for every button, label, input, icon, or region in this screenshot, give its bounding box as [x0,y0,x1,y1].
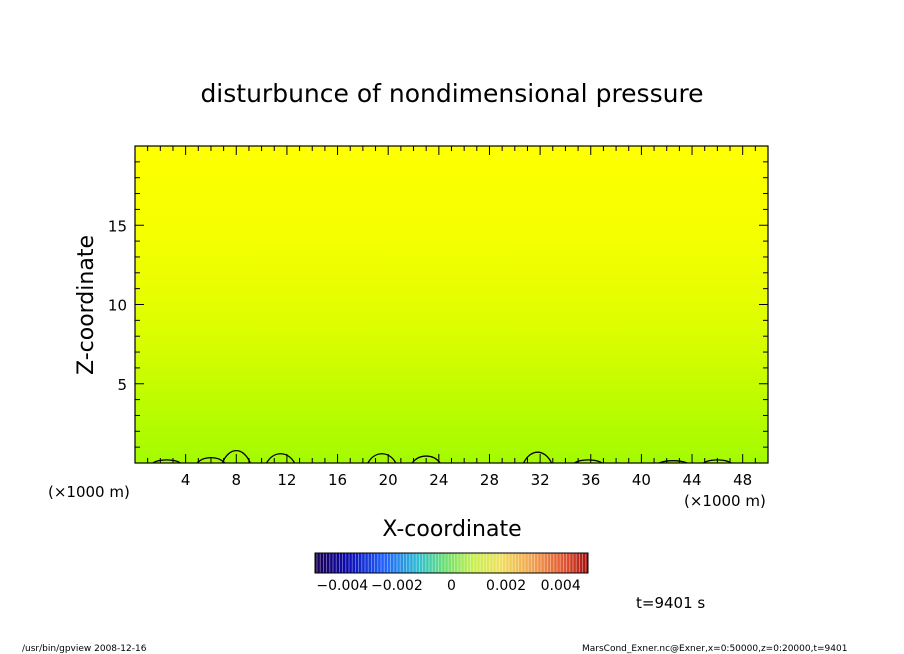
x-tick-label: 24 [429,471,448,489]
colorbar: −0.004 −0.002 0 0.002 0.004 [314,552,589,594]
time-label: t=9401 s [636,594,705,612]
contour-bump [221,449,251,464]
contour-bump [573,459,603,464]
colorbar-tick-labels: −0.004 −0.002 0 0.002 0.004 [316,578,580,594]
colorbar-bands [316,553,587,573]
x-tick-label: 4 [181,471,191,489]
x-tick-label: 28 [480,471,499,489]
x-tick-label: 8 [232,471,242,489]
x-tick-label: 16 [328,471,347,489]
colorbar-gradient [315,553,588,573]
colorbar-tick-label: 0.002 [486,578,526,594]
footer-source: MarsCond_Exner.nc@Exner,x=0:50000,z=0:20… [582,644,847,654]
chart-title: disturbunce of nondimensional pressure [200,79,703,108]
x-tick-label: 48 [733,471,752,489]
y-tick-label: 5 [117,376,127,394]
x-axis-label: X-coordinate [382,517,521,542]
x-tick-label: 20 [379,471,398,489]
contour-lines [152,449,732,464]
contour-bump [152,459,181,464]
x-tick-label: 12 [277,471,296,489]
y-axis-label: Z-coordinate [74,235,99,375]
contour-bump [367,453,397,464]
colorbar-frame [314,552,589,574]
x-tick-label: 44 [682,471,701,489]
colorbar-tick-label: −0.002 [371,578,423,594]
footer-program: /usr/bin/gpview 2008-12-16 [22,644,147,654]
pressure-field [135,146,768,463]
y-axis-ticks: 5 10 15 [108,161,768,448]
colorbar-tick-label: −0.004 [316,578,368,594]
y-tick-label: 10 [108,297,127,315]
x-unit-label-right: (×1000 m) [684,492,766,510]
y-tick-label: 15 [108,217,127,235]
contour-bump [658,460,688,464]
colorbar-tick-label: 0.004 [541,578,581,594]
colorbar-tick-label: 0 [447,578,456,594]
contour-bump [523,451,553,464]
x-unit-label-left: (×1000 m) [48,483,130,501]
contour-bump [411,455,441,464]
x-tick-label: 40 [632,471,651,489]
x-tick-label: 32 [531,471,550,489]
contour-bump [266,453,296,464]
x-axis-ticks: 4 8 12 16 20 24 28 32 36 40 44 48 [147,146,756,489]
x-tick-label: 36 [581,471,600,489]
